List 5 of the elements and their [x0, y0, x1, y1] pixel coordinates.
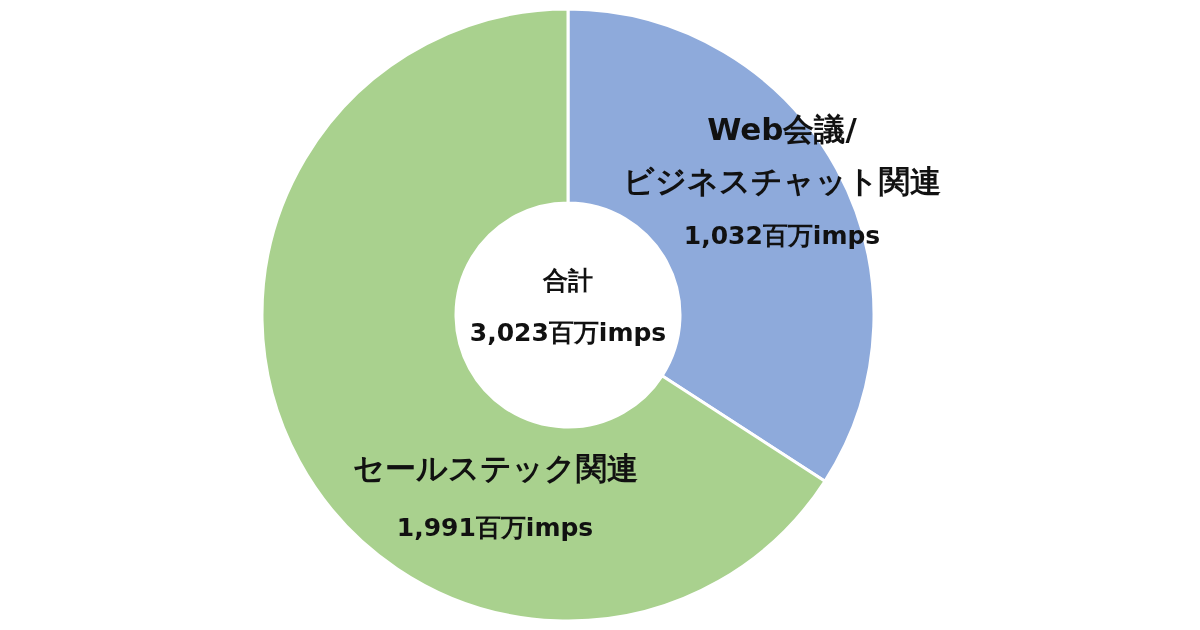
text: 合計 — [542, 266, 593, 295]
data-label: 1,991百万imps — [396, 513, 594, 542]
slice-label: Web会議/ ビジネスチャット関連 — [623, 111, 941, 199]
slice-label: セールステック関連 — [352, 450, 638, 486]
text: 3,023百万imps — [469, 318, 667, 347]
